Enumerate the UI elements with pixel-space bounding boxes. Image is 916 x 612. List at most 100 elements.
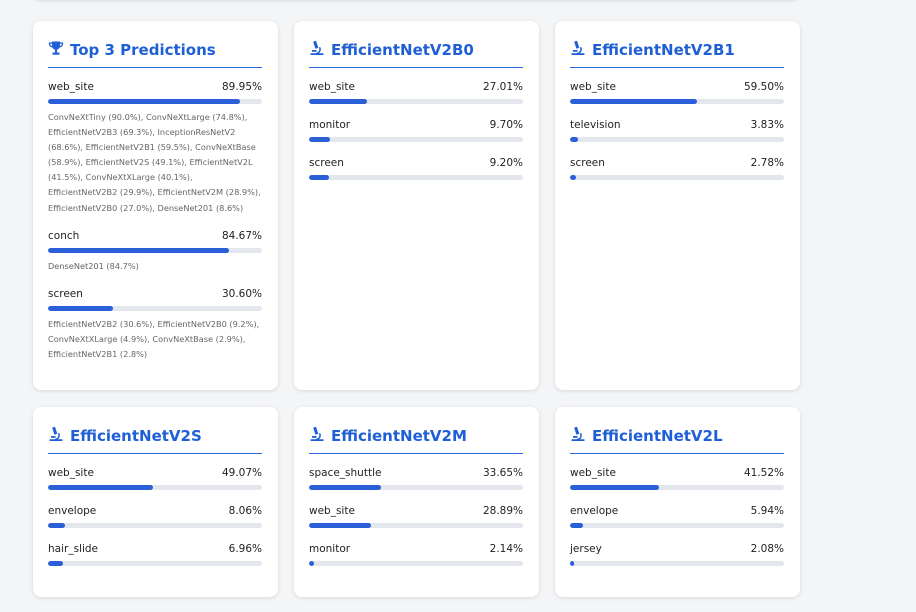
microscope-icon [570,426,586,446]
confidence-bar [48,99,262,104]
confidence-bar-fill [570,99,698,104]
prediction-item: web_site 27.01% [309,80,523,104]
prediction-label: web_site [309,81,355,93]
prediction-value: 3.83% [750,119,784,131]
model-card-header: EfficientNetV2B0 [309,39,523,68]
card-title: EfficientNetV2M [331,426,467,445]
model-card: EfficientNetV2B0 web_site 27.01% monitor… [294,21,539,390]
microscope-icon [309,40,325,60]
model-card: EfficientNetV2S web_site 49.07% envelope… [33,407,278,597]
prediction-label: web_site [48,467,94,479]
prediction-label: space_shuttle [309,467,382,479]
confidence-bar-fill [309,99,367,104]
confidence-bar [570,485,784,490]
model-card: EfficientNetV2L web_site 41.52% envelope… [555,407,800,597]
confidence-bar-fill [309,175,329,180]
confidence-bar-fill [570,175,576,180]
prediction-label: web_site [570,467,616,479]
confidence-bar [48,561,262,566]
confidence-bar-fill [309,137,330,142]
card-title: EfficientNetV2B1 [592,40,735,59]
prediction-label: screen [309,157,344,169]
prediction-value: 8.06% [228,505,262,517]
confidence-bar-fill [570,561,575,566]
prediction-label: television [570,119,621,131]
prediction-item: envelope 8.06% [48,504,262,528]
prediction-label: jersey [570,543,602,555]
prediction-value: 9.20% [489,157,523,169]
model-card-header: EfficientNetV2B1 [570,39,784,68]
prediction-label: screen [570,157,605,169]
confidence-bar-fill [48,523,66,528]
microscope-icon [309,426,325,446]
prediction-value: 27.01% [482,81,523,93]
confidence-bar-fill [48,247,230,253]
prediction-label: envelope [48,505,97,517]
prediction-value: 2.14% [489,543,523,555]
confidence-bar-fill [570,485,659,490]
confidence-bar [570,137,784,142]
card-title: EfficientNetV2S [70,426,202,445]
prediction-value: 5.94% [750,505,784,517]
confidence-bar [570,561,784,566]
prediction-item: web_site 49.07% [48,466,262,490]
prediction-label: screen [48,287,83,300]
prediction-value: 2.78% [750,157,784,169]
prediction-item: web_site 89.95% ConvNeXtTiny (90.0%), Co… [48,80,262,216]
confidence-bar [309,523,523,528]
prediction-item: envelope 5.94% [570,504,784,528]
confidence-bar [309,561,523,566]
prediction-label: conch [48,229,80,242]
prediction-item: conch 84.67% DenseNet201 (84.7%) [48,229,262,274]
prediction-label: monitor [309,119,351,131]
prediction-model-list: EfficientNetV2B2 (30.6%), EfficientNetV2… [48,318,260,359]
prediction-item: monitor 9.70% [309,118,523,142]
prediction-value: 84.67% [221,229,262,242]
confidence-bar [48,247,262,253]
model-card-header: EfficientNetV2M [309,425,523,454]
prediction-model-list: DenseNet201 (84.7%) [48,260,139,271]
microscope-icon [48,426,64,446]
confidence-bar [570,175,784,180]
prediction-value: 6.96% [228,543,262,555]
prediction-label: web_site [570,81,616,93]
prediction-value: 30.60% [221,287,262,300]
model-card-header: EfficientNetV2L [570,425,784,454]
prediction-item: screen 30.60% EfficientNetV2B2 (30.6%), … [48,287,262,362]
model-card-header: EfficientNetV2S [48,425,262,454]
confidence-bar [48,523,262,528]
model-card: EfficientNetV2B1 web_site 59.50% televis… [555,21,800,390]
prediction-value: 33.65% [482,467,523,479]
top-predictions-card: Top 3 Predictions web_site 89.95% ConvNe… [33,21,278,390]
confidence-bar-fill [48,305,114,311]
confidence-bar [309,485,523,490]
prediction-item: screen 2.78% [570,156,784,180]
prediction-label: hair_slide [48,543,99,555]
microscope-icon [570,40,586,60]
top-predictions-header: Top 3 Predictions [48,39,262,68]
card-title: EfficientNetV2B0 [331,40,474,59]
prediction-item: web_site 28.89% [309,504,523,528]
confidence-bar-fill [309,485,381,490]
prediction-item: screen 9.20% [309,156,523,180]
prediction-item: web_site 41.52% [570,466,784,490]
prediction-label: web_site [48,81,94,93]
prediction-value: 89.95% [221,81,262,93]
confidence-bar-fill [48,561,63,566]
prediction-model-list: ConvNeXtTiny (90.0%), ConvNeXtLarge (74.… [48,112,261,213]
prediction-item: jersey 2.08% [570,542,784,566]
prediction-value: 28.89% [482,505,523,517]
prediction-value: 2.08% [750,543,784,555]
prediction-item: television 3.83% [570,118,784,142]
prediction-item: monitor 2.14% [309,542,523,566]
trophy-icon [48,40,64,60]
confidence-bar-fill [570,137,579,142]
confidence-bar [48,305,262,311]
confidence-bar [570,523,784,528]
confidence-bar [309,175,523,180]
prediction-value: 49.07% [221,467,262,479]
confidence-bar-fill [309,523,371,528]
confidence-bar-fill [309,561,314,566]
confidence-bar [309,137,523,142]
card-title: EfficientNetV2L [592,426,723,445]
